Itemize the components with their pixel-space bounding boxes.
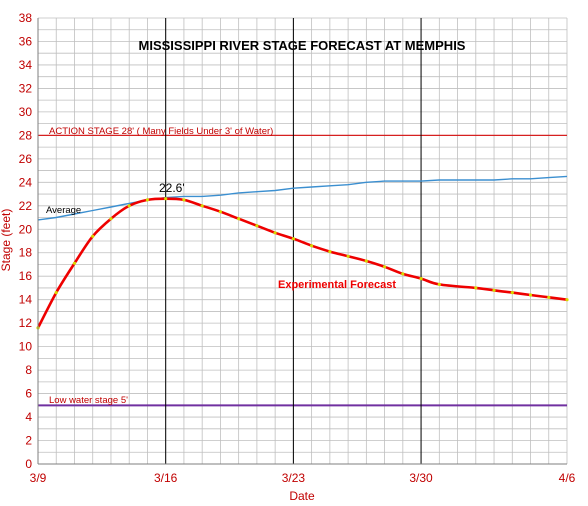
- date-marker-lines: [165, 18, 422, 464]
- y-tick-label: 2: [25, 434, 32, 448]
- forecast-point: [54, 291, 58, 295]
- y-tick-label: 30: [19, 105, 33, 119]
- average-series-label: Average: [46, 205, 81, 216]
- reference-lines: [38, 134, 567, 407]
- y-tick-label: 36: [19, 34, 33, 48]
- forecast-point: [200, 204, 204, 208]
- average-series-line: [37, 175, 568, 221]
- y-tick-label: 4: [25, 410, 32, 424]
- forecast-point: [346, 254, 350, 258]
- forecast-point: [364, 259, 368, 263]
- forecast-point: [237, 217, 241, 221]
- x-tick-label: 3/23: [282, 471, 306, 485]
- peak-value-label: 22.6': [159, 181, 185, 195]
- forecast-point: [145, 198, 149, 202]
- forecast-point: [182, 198, 186, 202]
- y-tick-label: 14: [19, 293, 33, 307]
- forecast-point: [547, 295, 551, 299]
- y-tick-label: 20: [19, 222, 33, 236]
- y-tick-label: 38: [19, 11, 33, 25]
- forecast-point: [164, 197, 168, 201]
- x-tick-label: 3/16: [154, 471, 178, 485]
- forecast-point: [474, 286, 478, 290]
- y-tick-label: 18: [19, 246, 33, 260]
- y-tick-label: 0: [25, 457, 32, 471]
- chart-title: MISSISSIPPI RIVER STAGE FORECAST AT MEMP…: [139, 38, 466, 53]
- forecast-point: [419, 277, 423, 281]
- y-tick-label: 24: [19, 175, 33, 189]
- forecast-point: [127, 204, 131, 208]
- y-tick-label: 22: [19, 199, 33, 213]
- y-tick-label: 34: [19, 58, 33, 72]
- x-axis-title: Date: [289, 489, 315, 503]
- x-tick-label: 4/6: [559, 471, 576, 485]
- forecast-point: [383, 265, 387, 269]
- y-tick-label: 16: [19, 269, 33, 283]
- action-stage-label: ACTION STAGE 28' ( Many Fields Under 3' …: [49, 126, 273, 137]
- forecast-point: [492, 288, 496, 292]
- forecast-point: [510, 291, 514, 295]
- y-tick-label: 6: [25, 387, 32, 401]
- x-tick-label: 3/9: [30, 471, 47, 485]
- forecast-series-label: Experimental Forecast: [278, 279, 396, 291]
- forecast-point: [109, 217, 113, 221]
- y-tick-label: 12: [19, 316, 33, 330]
- forecast-point: [72, 261, 77, 265]
- x-tick-label: 3/30: [409, 471, 433, 485]
- y-tick-label: 32: [19, 81, 33, 95]
- forecast-point: [328, 250, 332, 254]
- low-water-label: Low water stage 5': [49, 395, 128, 406]
- forecast-point: [437, 282, 441, 286]
- y-axis-title: Stage (feet): [0, 209, 13, 272]
- forecast-point: [255, 224, 259, 228]
- y-tick-label: 8: [25, 363, 32, 377]
- forecast-point: [218, 210, 222, 214]
- forecast-point: [91, 234, 95, 238]
- y-tick-label: 10: [19, 340, 33, 354]
- forecast-point: [291, 237, 295, 241]
- forecast-point: [565, 298, 569, 302]
- y-tick-label: 28: [19, 128, 33, 142]
- forecast-point: [273, 231, 277, 235]
- forecast-point: [310, 244, 314, 248]
- y-tick-label: 26: [19, 152, 33, 166]
- gridlines: [37, 17, 568, 465]
- forecast-point: [528, 293, 533, 297]
- forecast-point: [401, 272, 405, 276]
- series-group: [36, 175, 569, 330]
